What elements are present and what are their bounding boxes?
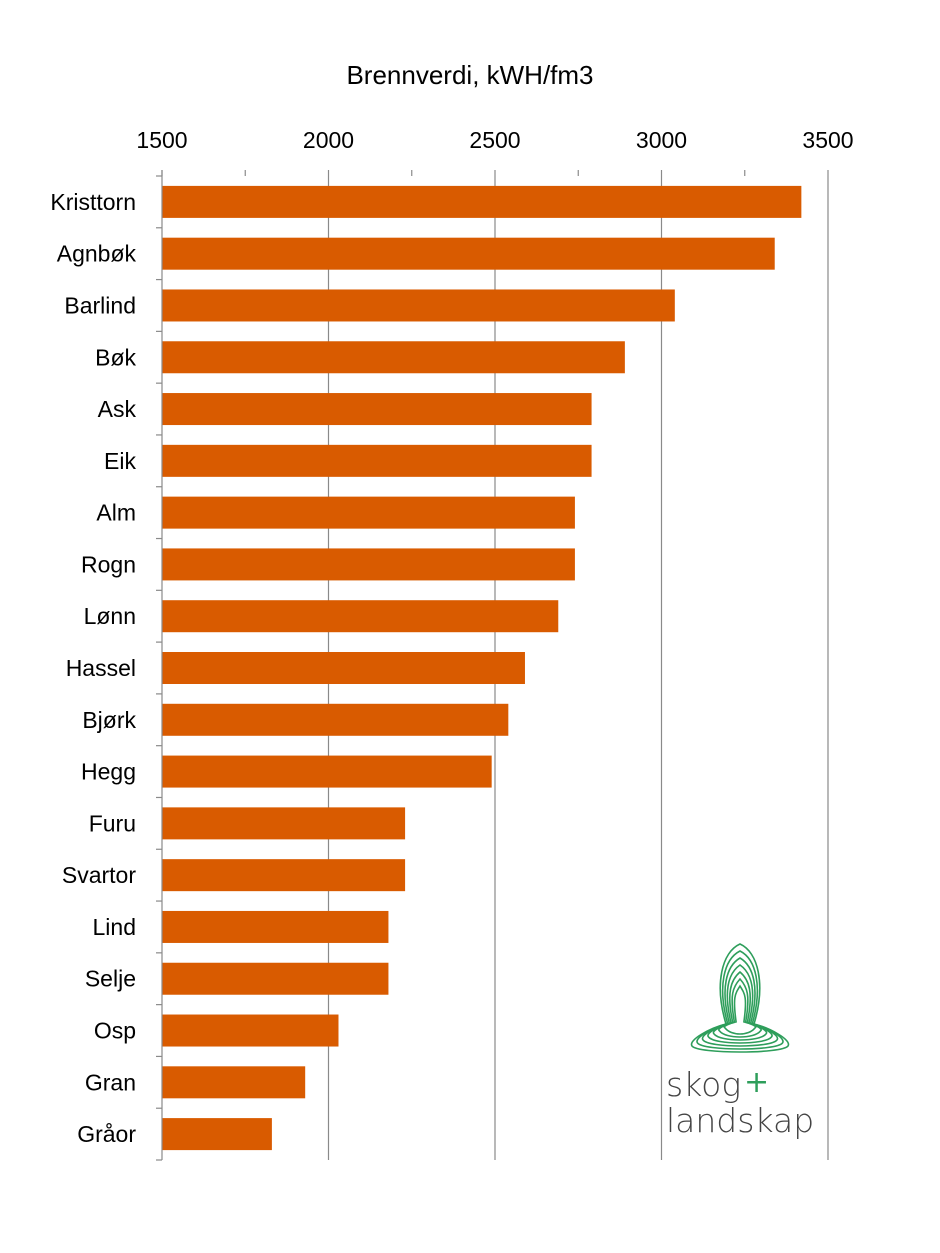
bar-lønn (162, 600, 559, 633)
logo-ring (696, 950, 784, 1050)
logo-ring (690, 943, 790, 1053)
bar-rogn (162, 548, 575, 581)
y-axis (156, 170, 163, 1161)
category-label: Furu (89, 810, 136, 836)
bar-agnbøk (162, 237, 775, 270)
bar-alm (162, 496, 575, 529)
bar-bøk (162, 341, 625, 374)
logo-word-skog: skog (666, 1065, 741, 1104)
bar-gråor (162, 1118, 272, 1151)
x-tick-label: 2000 (303, 127, 354, 153)
bar-svartor (162, 859, 406, 892)
category-label: Bjørk (82, 707, 136, 733)
x-tick-label: 3500 (802, 127, 853, 153)
logo-word-landskap: landskap (666, 1101, 814, 1140)
logo-ring (701, 957, 779, 1047)
category-label: Bøk (95, 344, 136, 370)
category-label: Agnbøk (57, 241, 137, 267)
bar-bjørk (162, 703, 509, 736)
category-label: Gråor (77, 1121, 136, 1147)
category-label: Ask (98, 396, 137, 422)
category-label: Lind (93, 914, 136, 940)
category-label: Hassel (66, 655, 136, 681)
category-label: Gran (85, 1069, 136, 1095)
tree-logo-icon (690, 943, 790, 1053)
category-label: Barlind (64, 292, 136, 318)
logo-ring (718, 977, 762, 1038)
category-label: Rogn (81, 551, 136, 577)
category-label: Hegg (81, 759, 136, 785)
logo-ring (723, 984, 757, 1035)
x-axis-ticks: 1500 2000 2500 3000 3500 (136, 127, 854, 176)
bar-lind (162, 910, 389, 943)
bar-hegg (162, 755, 492, 788)
category-label: Lønn (84, 603, 136, 629)
skog-landskap-logo: skog + landskap (666, 943, 814, 1140)
logo-ring (712, 970, 768, 1041)
x-tick-label: 3000 (636, 127, 687, 153)
bar-hassel (162, 652, 525, 684)
x-tick-label: 2500 (469, 127, 520, 153)
bar-ask (162, 393, 592, 426)
bar-eik (162, 444, 592, 477)
bar-furu (162, 807, 406, 840)
bars (162, 185, 802, 1151)
logo-ring (707, 964, 773, 1044)
bar-kristtorn (162, 185, 802, 218)
category-label: Selje (85, 966, 136, 992)
category-label: Svartor (62, 862, 136, 888)
x-tick-label: 1500 (136, 127, 187, 153)
logo-plus: + (744, 1065, 769, 1100)
category-label: Alm (96, 500, 136, 526)
category-labels: Kristtorn Agnbøk Barlind Bøk Ask Eik Alm Rogn Lø… (50, 189, 136, 1147)
category-label: Osp (94, 1018, 136, 1044)
bar-selje (162, 962, 389, 995)
bar-barlind (162, 289, 675, 322)
bar-gran (162, 1066, 306, 1099)
chart-title: Brennverdi, kWH/fm3 (346, 60, 593, 90)
category-label: Eik (104, 448, 136, 474)
category-label: Kristtorn (50, 189, 136, 215)
bar-osp (162, 1014, 339, 1047)
